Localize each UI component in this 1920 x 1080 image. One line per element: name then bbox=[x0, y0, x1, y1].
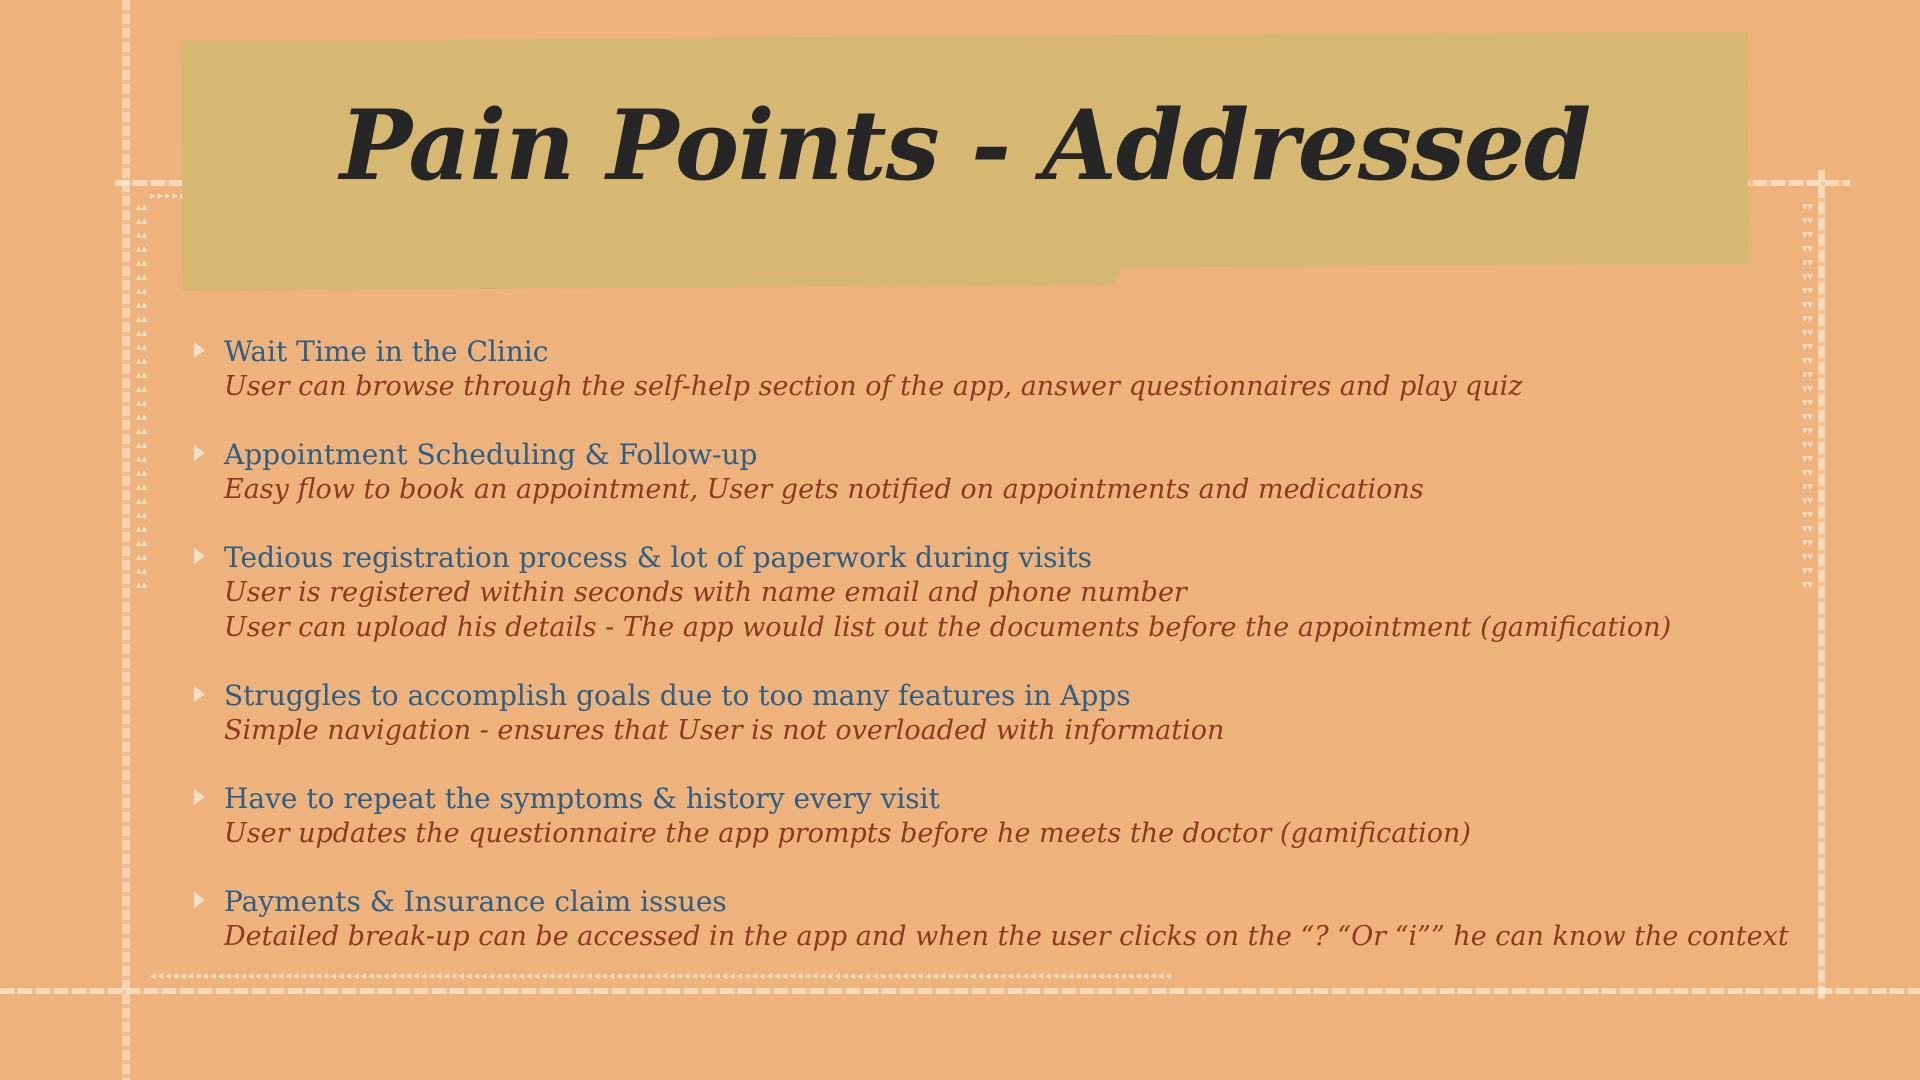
item-title: Have to repeat the symptoms & history ev… bbox=[224, 782, 940, 815]
item-title: Payments & Insurance claim issues bbox=[224, 885, 727, 918]
frame-left-triangles: ▴▴▴▴▴▴▴▴▴▴▴▴▴▴▴▴▴▴▴▴▴▴▴▴▴▴▴▴▴▴▴▴▴▴▴▴▴▴▴▴… bbox=[136, 200, 148, 591]
list-item: Have to repeat the symptoms & history ev… bbox=[190, 781, 1750, 851]
item-title: Tedious registration process & lot of pa… bbox=[224, 541, 1093, 574]
frame-bottom-triangles: ◂◂◂◂◂◂◂◂◂◂◂◂◂◂◂◂◂◂◂◂◂◂◂◂◂◂◂◂◂◂◂◂◂◂◂◂◂◂◂◂… bbox=[150, 970, 1173, 982]
item-detail: Detailed break-up can be accessed in the… bbox=[224, 921, 1789, 952]
frame-bottom-line bbox=[0, 988, 1920, 994]
triangle-bullet-icon bbox=[194, 789, 205, 805]
list-item: Appointment Scheduling & Follow-up Easy … bbox=[190, 437, 1750, 507]
item-title: Struggles to accomplish goals due to too… bbox=[224, 679, 1131, 712]
item-detail: User is registered within seconds with n… bbox=[224, 577, 1187, 608]
frame-left-line bbox=[122, 0, 130, 1080]
item-detail: User can upload his details - The app wo… bbox=[224, 612, 1672, 643]
list-item: Struggles to accomplish goals due to too… bbox=[190, 678, 1750, 748]
item-detail: Simple navigation - ensures that User is… bbox=[224, 715, 1225, 746]
triangle-bullet-icon bbox=[194, 342, 205, 358]
list-item: Payments & Insurance claim issues Detail… bbox=[190, 884, 1789, 954]
item-detail: Easy flow to book an appointment, User g… bbox=[224, 474, 1424, 505]
triangle-bullet-icon bbox=[194, 548, 205, 564]
triangle-bullet-icon bbox=[194, 445, 205, 461]
frame-right-triangles: ▾▾▾▾▾▾▾▾▾▾▾▾▾▾▾▾▾▾▾▾▾▾▾▾▾▾▾▾▾▾▾▾▾▾▾▾▾▾▾▾… bbox=[1802, 200, 1814, 591]
item-title: Wait Time in the Clinic bbox=[224, 335, 549, 368]
item-title: Appointment Scheduling & Follow-up bbox=[224, 438, 758, 471]
pain-points-list: Wait Time in the Clinic User can browse … bbox=[190, 334, 1789, 987]
list-item: Wait Time in the Clinic User can browse … bbox=[190, 334, 1750, 404]
slide-title: Pain Points - Addressed bbox=[339, 89, 1591, 202]
triangle-bullet-icon bbox=[194, 892, 205, 908]
item-detail: User updates the questionnaire the app p… bbox=[224, 818, 1471, 849]
frame-right-line bbox=[1818, 170, 1825, 1000]
triangle-bullet-icon bbox=[194, 686, 205, 702]
item-detail: User can browse through the self-help se… bbox=[224, 371, 1523, 402]
list-item: Tedious registration process & lot of pa… bbox=[190, 540, 1750, 645]
